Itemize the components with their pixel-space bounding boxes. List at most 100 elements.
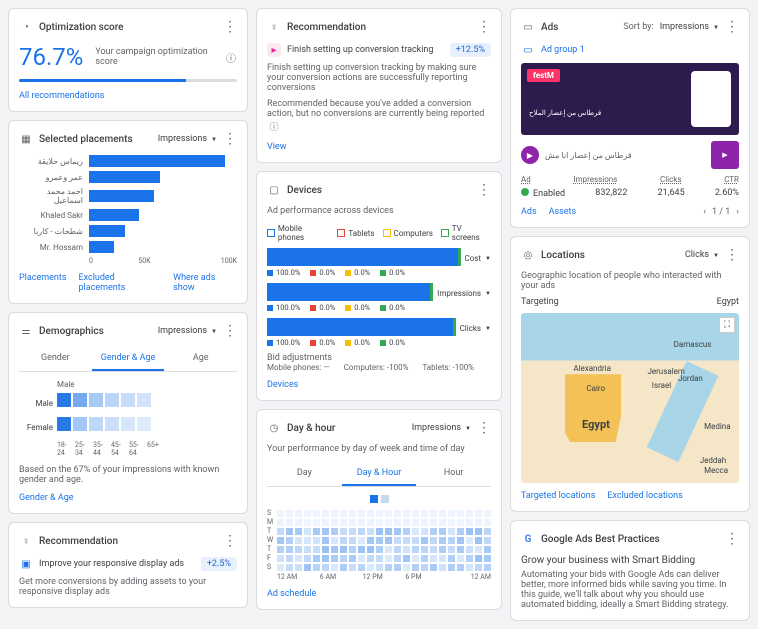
targeted-loc-link[interactable]: Targeted locations bbox=[521, 491, 595, 501]
ads-link[interactable]: Ads bbox=[521, 207, 537, 217]
card-title: Ads bbox=[541, 22, 617, 33]
rec-sub: Recommended because you've added a conve… bbox=[267, 99, 491, 133]
map-label: Damascus bbox=[674, 340, 712, 349]
ad-preview[interactable]: festM قرطاس من إعصار الملاح bbox=[521, 63, 739, 135]
where-ads-show-link[interactable]: Where ads show bbox=[173, 273, 237, 293]
demographics-icon: ⚌ bbox=[19, 324, 33, 338]
all-recommendations-link[interactable]: All recommendations bbox=[19, 91, 104, 101]
placements-card: ▦ Selected placements Impressions ⋮ ريما… bbox=[8, 120, 248, 304]
excluded-placements-link[interactable]: Excluded placements bbox=[78, 273, 161, 293]
ad-caption: قرطاس من إعصار انا مش bbox=[545, 151, 705, 160]
adgroup-link[interactable]: Ad group 1 bbox=[541, 45, 585, 55]
more-icon[interactable]: ⋮ bbox=[223, 19, 237, 35]
card-title: Optimization score bbox=[39, 22, 217, 33]
adgroup-icon: ▭ bbox=[521, 43, 535, 57]
score-desc: Your campaign optimization score bbox=[95, 47, 213, 67]
rec-body: Get more conversions by adding assets to… bbox=[19, 577, 237, 597]
lightbulb-icon: ♀ bbox=[267, 20, 281, 34]
metric-selector[interactable]: Impressions bbox=[412, 423, 471, 433]
location-icon: ◎ bbox=[521, 248, 535, 262]
metric-selector[interactable]: Impressions bbox=[158, 134, 217, 144]
next-icon[interactable]: › bbox=[736, 207, 739, 217]
best-head: Grow your business with Smart Bidding bbox=[521, 555, 739, 566]
more-icon[interactable]: ⋮ bbox=[725, 247, 739, 263]
more-icon[interactable]: ⋮ bbox=[477, 19, 491, 35]
score-value: 76.7% bbox=[19, 43, 83, 71]
rec-headline: Finish setting up conversion tracking bbox=[287, 45, 433, 55]
rec-headline: Improve your responsive display ads bbox=[39, 559, 184, 569]
optimization-score-card: ◔ Optimization score ⋮ 76.7% Your campai… bbox=[8, 8, 248, 112]
sort-selector[interactable]: Impressions bbox=[660, 22, 719, 32]
card-title: Selected placements bbox=[39, 134, 152, 145]
card-title: Recommendation bbox=[39, 536, 217, 547]
help-icon[interactable]: ⓘ bbox=[267, 119, 281, 133]
more-icon[interactable]: ⋮ bbox=[725, 531, 739, 547]
placements-link[interactable]: Placements bbox=[19, 273, 66, 293]
card-title: Recommendation bbox=[287, 22, 471, 33]
recommendation-card: ♀ Recommendation ⋮ ▣Improve your respons… bbox=[8, 522, 248, 608]
more-icon[interactable]: ⋮ bbox=[223, 131, 237, 147]
more-icon[interactable]: ⋮ bbox=[223, 323, 237, 339]
prev-icon[interactable]: ‹ bbox=[703, 207, 706, 217]
more-icon[interactable]: ⋮ bbox=[477, 182, 491, 198]
metric-selector[interactable]: Clicks bbox=[685, 250, 719, 260]
card-title: Google Ads Best Practices bbox=[541, 534, 719, 545]
tab-gender-age[interactable]: Gender & Age bbox=[92, 347, 165, 371]
placement-row: احمد محمد اسماعيل bbox=[19, 187, 237, 205]
map-label: Mecca bbox=[704, 466, 728, 475]
fullscreen-icon[interactable]: ⛶ bbox=[719, 317, 735, 333]
legend-item: Mobile phones bbox=[267, 224, 329, 242]
ads-card: ▭ Ads Sort by: Impressions ⋮ ▭Ad group 1… bbox=[510, 8, 750, 228]
excluded-loc-link[interactable]: Excluded locations bbox=[607, 491, 682, 501]
legend-item: Tablets bbox=[337, 224, 374, 242]
devices-card: ▢ Devices ⋮ Ad performance across device… bbox=[256, 171, 502, 401]
card-title: Locations bbox=[541, 250, 679, 261]
legend-item: Computers bbox=[383, 224, 433, 242]
placements-icon: ▦ bbox=[19, 132, 33, 146]
tab-age[interactable]: Age bbox=[164, 347, 237, 371]
map-label: Jeddah bbox=[700, 456, 726, 465]
view-link[interactable]: View bbox=[267, 142, 286, 152]
targeting-value: Egypt bbox=[717, 297, 739, 307]
tab-day-hour[interactable]: Day & Hour bbox=[342, 462, 417, 486]
metric-selector[interactable]: Clicks bbox=[460, 324, 491, 333]
legend-item: TV screens bbox=[441, 224, 491, 242]
more-icon[interactable]: ⋮ bbox=[725, 19, 739, 35]
map-label: Jordan bbox=[678, 374, 703, 383]
row-female: Female bbox=[19, 423, 53, 432]
row-male: Male bbox=[19, 399, 53, 408]
metric-selector[interactable]: Cost bbox=[465, 254, 491, 263]
more-icon[interactable]: ⋮ bbox=[223, 533, 237, 549]
ad-impressions: 832,822 bbox=[595, 188, 627, 199]
dh-sub: Your performance by day of week and time… bbox=[267, 444, 491, 454]
ad-schedule-link[interactable]: Ad schedule bbox=[267, 589, 316, 599]
location-map[interactable]: ⛶ AlexandriaCairoDamascusJerusalemJordan… bbox=[521, 313, 739, 483]
assets-link[interactable]: Assets bbox=[549, 207, 577, 217]
tab-gender[interactable]: Gender bbox=[19, 347, 92, 371]
more-icon[interactable]: ⋮ bbox=[477, 420, 491, 436]
map-label: Israel bbox=[652, 381, 671, 390]
tab-hour[interactable]: Hour bbox=[416, 462, 491, 486]
metric-selector[interactable]: Impressions bbox=[158, 326, 217, 336]
play-icon[interactable]: ▶ bbox=[521, 146, 539, 164]
placement-row: شطحات - كاربا bbox=[19, 225, 237, 237]
placement-row: ريماس حلايقة bbox=[19, 155, 237, 167]
gender-age-link[interactable]: Gender & Age bbox=[19, 493, 74, 503]
rec-body: Finish setting up conversion tracking by… bbox=[267, 63, 491, 93]
ad-person-photo bbox=[691, 71, 731, 127]
conversion-icon: ▸ bbox=[267, 43, 281, 57]
ad-clicks: 21,645 bbox=[658, 188, 685, 199]
speedometer-icon: ◔ bbox=[19, 20, 33, 34]
placement-row: عمر وعمرو bbox=[19, 171, 237, 183]
clock-icon: ◷ bbox=[267, 421, 281, 435]
tab-day[interactable]: Day bbox=[267, 462, 342, 486]
help-icon[interactable]: ⓘ bbox=[225, 50, 237, 64]
demo-note: Based on the 67% of your impressions wit… bbox=[19, 465, 237, 485]
metric-selector[interactable]: Impressions bbox=[437, 289, 491, 298]
ad-thumb: ▶ bbox=[711, 141, 739, 169]
ad-status: Enabled bbox=[521, 188, 565, 199]
devices-link[interactable]: Devices bbox=[267, 380, 298, 390]
card-title: Day & hour bbox=[287, 423, 406, 434]
devices-icon: ▢ bbox=[267, 183, 281, 197]
map-label: Cairo bbox=[586, 384, 605, 393]
